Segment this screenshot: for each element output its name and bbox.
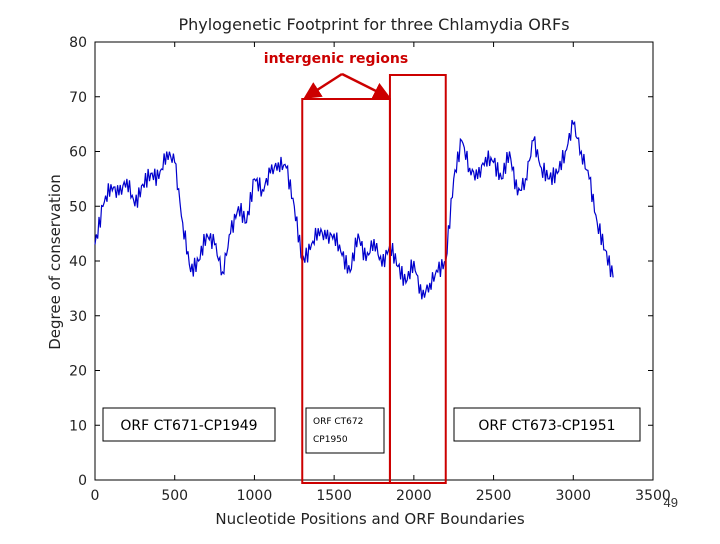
intergenic-label: intergenic regions (264, 51, 408, 67)
y-axis-ticks: 0 10 20 30 40 50 60 70 80 (69, 35, 653, 489)
orf3-box (453, 407, 641, 442)
x-tick-label: 1500 (316, 488, 352, 504)
y-tick-label: 20 (69, 364, 87, 380)
chart-title: Phylogenetic Footprint for three Chlamyd… (178, 15, 569, 34)
plot-frame (94, 41, 654, 481)
orf2-label-line1: ORF CT672 (313, 417, 363, 427)
y-tick-label: 70 (69, 90, 87, 106)
y-axis-label: Degree of conservation (46, 174, 64, 350)
x-tick-label: 2500 (476, 488, 512, 504)
y-tick-label: 0 (78, 473, 87, 489)
y-tick-label: 80 (69, 35, 87, 51)
y-tick-label: 10 (69, 418, 87, 434)
orf2-label-line2: CP1950 (313, 435, 348, 445)
series-layer (94, 119, 614, 300)
x-tick-label: 0 (91, 488, 100, 504)
arrow-right (341, 72, 392, 99)
y-tick-label: 40 (69, 254, 87, 270)
arrow-left (303, 72, 343, 99)
x-axis-label: Nucleotide Positions and ORF Boundaries (215, 510, 524, 528)
y-tick-label: 50 (69, 199, 87, 215)
orf2-box (305, 407, 385, 454)
x-axis-ticks: 0 500 1000 1500 2000 2500 3000 3500 (91, 42, 671, 504)
page-number: 49 (663, 495, 678, 510)
orf3-label: ORF CT673-CP1951 (478, 418, 615, 434)
x-tick-label: 3000 (555, 488, 591, 504)
series-line-conservation (94, 119, 614, 300)
intergenic-box-2 (388, 74, 447, 484)
x-tick-label: 2000 (396, 488, 432, 504)
y-tick-label: 60 (69, 145, 87, 161)
annotation-layer (301, 72, 447, 484)
orf1-box (102, 407, 276, 442)
x-tick-label: 3500 (635, 488, 671, 504)
x-tick-label: 500 (161, 488, 188, 504)
orf1-label: ORF CT671-CP1949 (120, 418, 257, 434)
y-tick-label: 30 (69, 309, 87, 325)
x-tick-label: 1000 (237, 488, 273, 504)
